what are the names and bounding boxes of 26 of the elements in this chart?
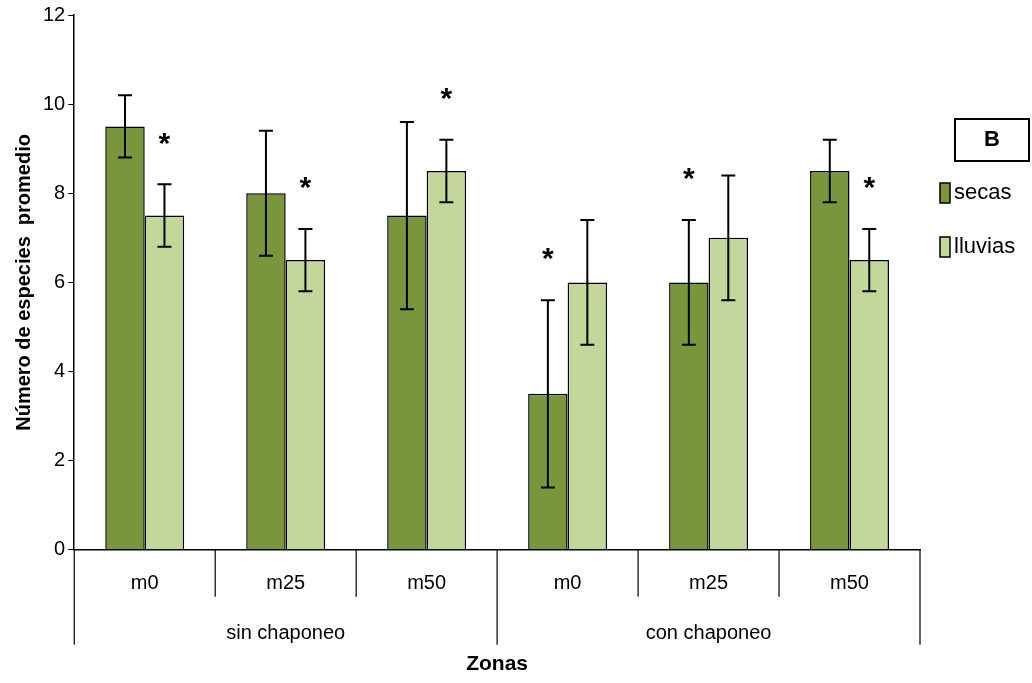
annotation: *: [299, 170, 312, 204]
x-tick-label: m50: [830, 571, 869, 594]
y-tick-label: 10: [43, 91, 66, 114]
x-axis-title: Zonas: [466, 651, 529, 675]
annotation: *: [863, 170, 876, 204]
annotation: *: [440, 81, 453, 115]
x-tick-label: m25: [266, 571, 306, 594]
x-tick-label: m0: [553, 571, 582, 594]
y-tick-label: 8: [54, 180, 66, 203]
annotation: *: [542, 241, 555, 275]
legend-label: secas: [954, 179, 1012, 205]
y-tick-label: 2: [54, 448, 66, 471]
text: B: [984, 126, 1000, 152]
x-tick-label: m25: [689, 571, 729, 594]
text: con chaponeo: [645, 621, 772, 644]
annotation: *: [682, 161, 695, 195]
y-axis-title: Número de especies promedio: [11, 134, 34, 431]
text: sin chaponeo: [226, 621, 346, 644]
annotation: *: [158, 125, 171, 159]
y-tick-label: 12: [43, 2, 66, 25]
y-tick-label: 4: [54, 359, 66, 382]
y-tick-label: 6: [54, 269, 66, 292]
x-tick-label: m0: [130, 571, 159, 594]
x-tick-label: m50: [407, 571, 447, 594]
legend-label: lluvias: [954, 233, 1016, 259]
y-tick-label: 0: [54, 537, 66, 560]
